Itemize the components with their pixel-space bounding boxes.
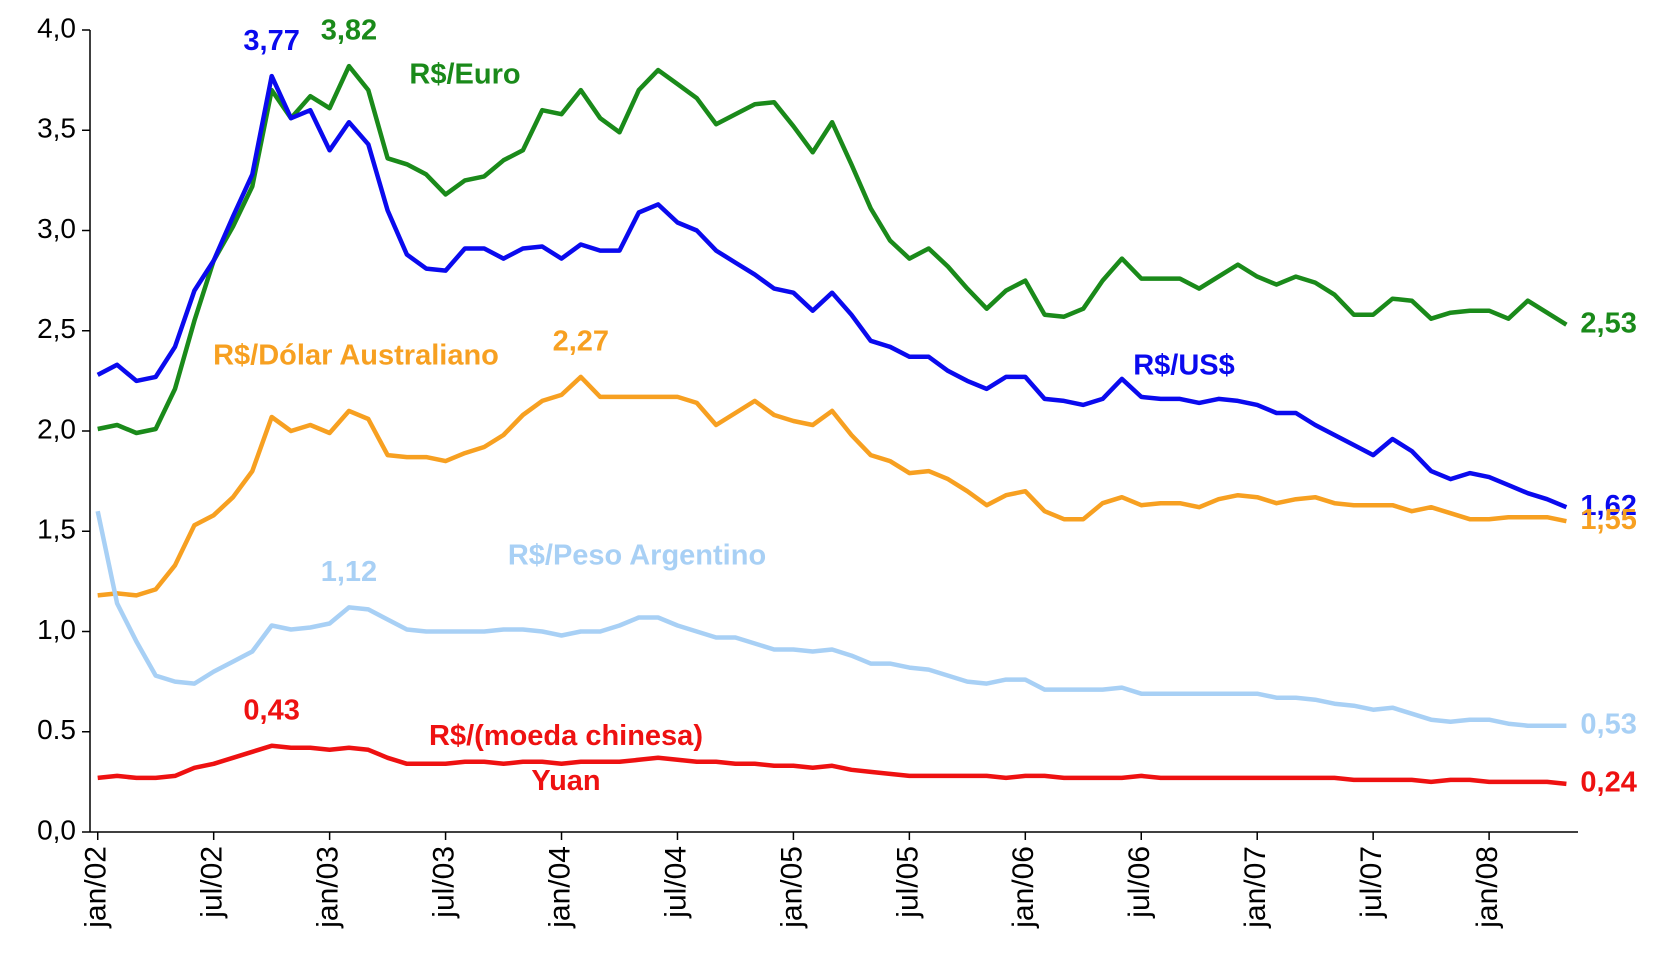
y-tick-label: 0.5 — [37, 714, 76, 745]
y-tick-label: 3,5 — [37, 113, 76, 144]
value-label: 1,12 — [321, 556, 377, 588]
series-label: R$/Dólar Australiano — [213, 340, 499, 372]
x-tick-label: jul/03 — [427, 846, 460, 919]
x-tick-label: jul/04 — [659, 846, 692, 919]
y-tick-label: 1,5 — [37, 514, 76, 545]
series-line — [97, 743, 1567, 787]
y-tick-label: 3,0 — [37, 213, 76, 244]
value-label: 2,27 — [553, 326, 609, 358]
y-tick-label: 0,0 — [37, 814, 76, 845]
x-tick-label: jul/06 — [1123, 846, 1156, 919]
x-tick-label: jul/02 — [196, 846, 229, 919]
series-label: R$/US$ — [1133, 350, 1235, 382]
value-label: 1,62 — [1580, 490, 1636, 522]
series-line — [96, 73, 1568, 510]
x-tick-label: jan/06 — [1007, 846, 1040, 929]
x-tick-label: jul/05 — [891, 846, 924, 919]
value-label: 0,53 — [1580, 708, 1636, 740]
x-tick-label: jul/07 — [1355, 846, 1388, 919]
series-line — [95, 510, 1567, 728]
x-tick-label: jan/04 — [543, 846, 576, 929]
value-label: 3,77 — [243, 25, 299, 57]
series-line — [97, 63, 1568, 436]
x-tick-label: jan/08 — [1471, 846, 1504, 929]
x-tick-label: jan/03 — [312, 846, 345, 929]
series-label: R$/Euro — [409, 59, 520, 91]
x-tick-label: jan/07 — [1239, 846, 1272, 929]
value-label: 1,55 — [1580, 504, 1636, 536]
series-line — [97, 374, 1567, 598]
value-label: 2,53 — [1580, 307, 1636, 339]
y-tick-label: 1,0 — [37, 614, 76, 645]
x-tick-label: jan/05 — [775, 846, 808, 929]
value-label: 3,82 — [321, 15, 377, 47]
x-tick-label: jan/02 — [80, 846, 113, 929]
value-label: 0,43 — [243, 694, 299, 726]
series-label: R$/(moeda chinesa) Yuan — [429, 720, 703, 797]
value-label: 0,24 — [1580, 767, 1636, 799]
y-tick-label: 2,0 — [37, 413, 76, 444]
series-label: R$/Peso Argentino — [508, 540, 766, 572]
y-tick-label: 4,0 — [37, 12, 76, 43]
y-tick-label: 2,5 — [37, 313, 76, 344]
